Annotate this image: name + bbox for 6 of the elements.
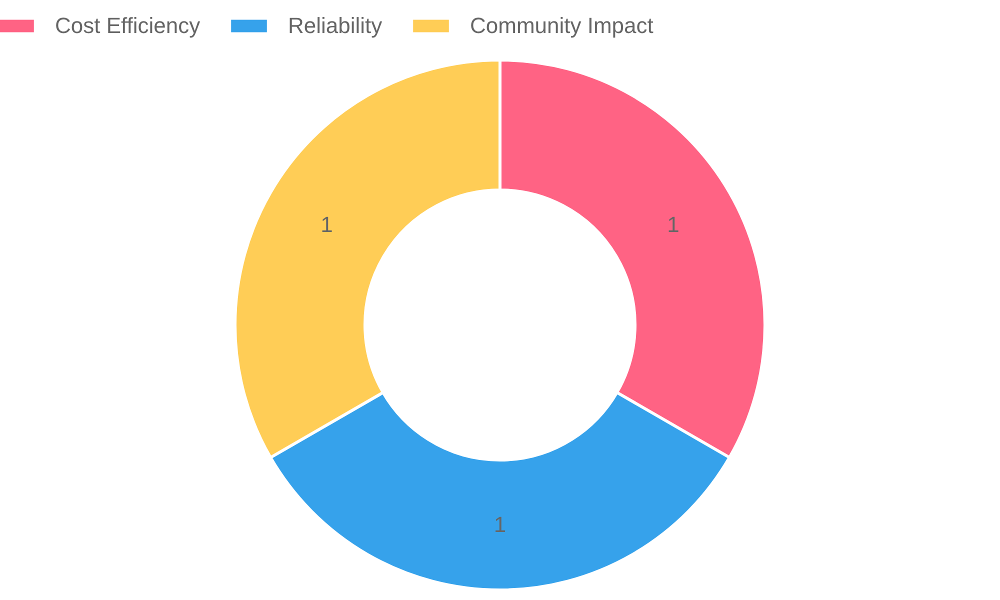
legend-label: Cost Efficiency	[55, 13, 200, 38]
legend-label: Reliability	[288, 13, 382, 38]
data-label: 1	[494, 512, 506, 537]
data-label: 1	[320, 212, 333, 237]
legend-label: Community Impact	[470, 13, 654, 38]
data-label: 1	[667, 212, 680, 237]
